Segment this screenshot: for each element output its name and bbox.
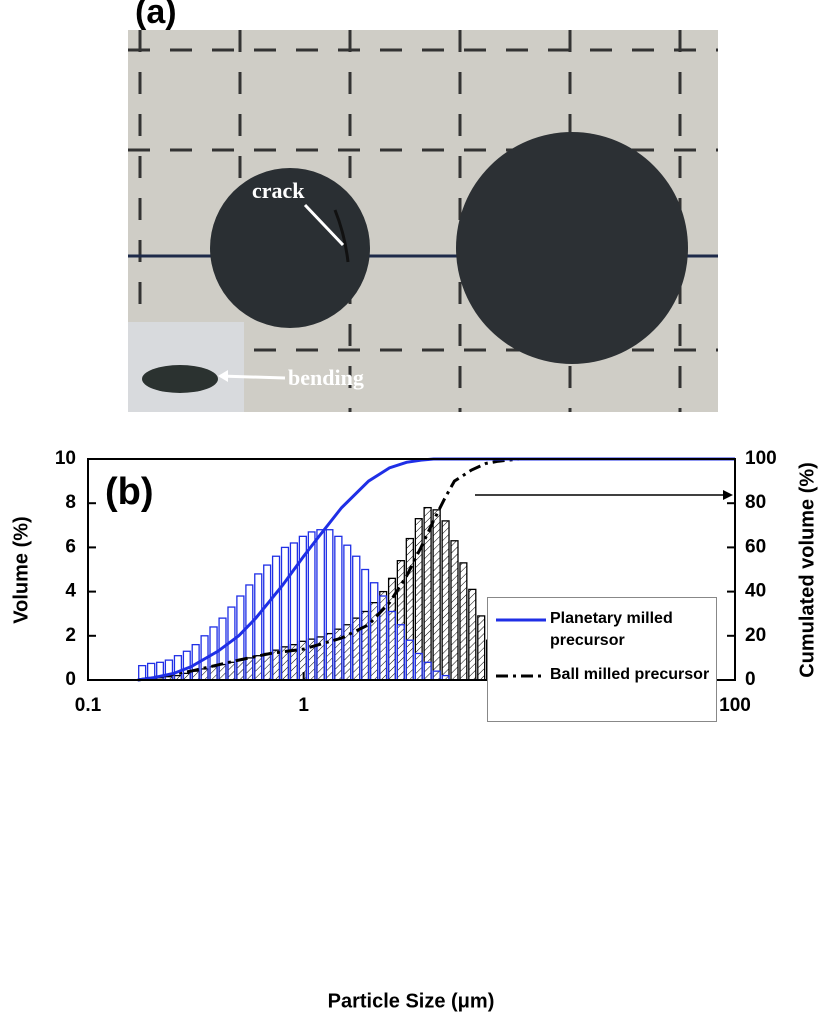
y2-tick-label: 40 <box>745 581 766 602</box>
cumulative-line <box>137 457 735 682</box>
x-axis-label: Particle Size (μm) <box>328 990 495 1012</box>
y2-axis-label: Cumulated volume (%) <box>796 462 818 678</box>
y-tick-label: 2 <box>65 625 76 646</box>
legend-lines <box>496 618 546 678</box>
bar <box>227 661 236 681</box>
bar <box>263 652 272 681</box>
bar <box>200 668 209 681</box>
bar <box>432 509 441 681</box>
bar <box>361 610 370 681</box>
bar <box>271 649 281 681</box>
crack-line <box>333 209 350 263</box>
bar <box>209 666 218 681</box>
x-tick-label: 0.1 <box>75 695 102 716</box>
bending-arrow <box>219 374 286 380</box>
legend-label: Planetary milled precursor <box>550 610 673 649</box>
annotation-arrow-head <box>723 490 733 500</box>
bar <box>325 632 334 681</box>
plot-frame <box>87 458 736 681</box>
bar <box>405 537 415 681</box>
bar <box>245 657 254 681</box>
bar <box>236 659 245 681</box>
bar <box>441 520 450 681</box>
y2-tick-label: 80 <box>745 492 766 513</box>
panel-label: (a) <box>135 0 177 31</box>
bar <box>254 655 263 681</box>
x-tick-label: 100 <box>719 695 751 716</box>
x-tick-label: 1 <box>298 695 309 716</box>
bar <box>352 617 361 681</box>
bent-pellet <box>142 365 218 393</box>
bar <box>191 670 200 681</box>
y-axis-label: Volume (%) <box>10 516 32 623</box>
bar <box>396 560 405 681</box>
y-tick-label: 0 <box>65 669 76 690</box>
y2-tick-label: 20 <box>745 625 766 646</box>
crack-arrow <box>303 203 345 247</box>
y-tick-label: 10 <box>55 448 76 469</box>
pellet <box>456 132 688 364</box>
arrow-head <box>218 370 228 382</box>
bar <box>414 518 423 681</box>
bar <box>379 590 388 681</box>
y2-tick-label: 100 <box>745 448 777 469</box>
bar <box>477 615 486 681</box>
bar <box>459 562 468 681</box>
bar <box>423 506 432 681</box>
y2-tick-label: 60 <box>745 536 766 557</box>
legend: Planetary milled precursor Ball milled p… <box>487 597 717 722</box>
y-tick-label: 4 <box>65 581 76 602</box>
crack-label: crack <box>252 178 305 203</box>
bending-label: bending <box>288 365 364 390</box>
cracked-pellet <box>210 168 370 328</box>
y2-tick-label: 0 <box>745 669 756 690</box>
y-tick-label: 8 <box>65 492 76 513</box>
bar <box>218 663 227 681</box>
y-tick-label: 6 <box>65 536 76 557</box>
legend-label: Ball milled precursor <box>550 666 710 683</box>
bar <box>468 588 477 681</box>
chart-title: (b) <box>105 471 154 513</box>
bar <box>450 540 459 681</box>
